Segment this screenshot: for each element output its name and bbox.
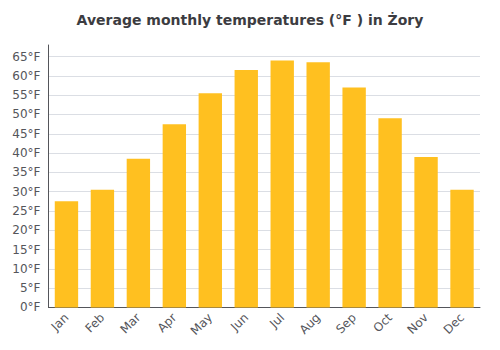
svg-text:45°F: 45°F [12, 127, 40, 141]
svg-text:Jul: Jul [266, 311, 287, 332]
svg-text:May: May [188, 311, 215, 338]
svg-text:Feb: Feb [82, 311, 107, 336]
svg-text:25°F: 25°F [12, 204, 40, 218]
svg-text:60°F: 60°F [12, 69, 40, 83]
svg-text:Apr: Apr [155, 310, 180, 335]
svg-text:Average monthly temperatures (: Average monthly temperatures (°F ) in Żo… [77, 12, 424, 28]
svg-text:Nov: Nov [405, 311, 431, 337]
svg-text:35°F: 35°F [12, 165, 40, 179]
svg-text:65°F: 65°F [12, 50, 40, 64]
svg-text:Aug: Aug [297, 311, 323, 337]
svg-text:Mar: Mar [117, 310, 143, 336]
svg-text:30°F: 30°F [12, 185, 40, 199]
svg-text:Jan: Jan [48, 311, 72, 335]
svg-text:10°F: 10°F [12, 262, 40, 276]
svg-text:Oct: Oct [370, 310, 395, 335]
svg-text:50°F: 50°F [12, 107, 40, 121]
svg-text:Sep: Sep [333, 311, 359, 337]
svg-text:5°F: 5°F [20, 281, 41, 295]
svg-text:Dec: Dec [441, 311, 467, 337]
svg-text:0°F: 0°F [20, 300, 41, 314]
svg-text:40°F: 40°F [12, 146, 40, 160]
svg-text:15°F: 15°F [12, 243, 40, 257]
svg-text:55°F: 55°F [12, 88, 40, 102]
svg-text:20°F: 20°F [12, 223, 40, 237]
svg-text:Jun: Jun [227, 311, 251, 335]
